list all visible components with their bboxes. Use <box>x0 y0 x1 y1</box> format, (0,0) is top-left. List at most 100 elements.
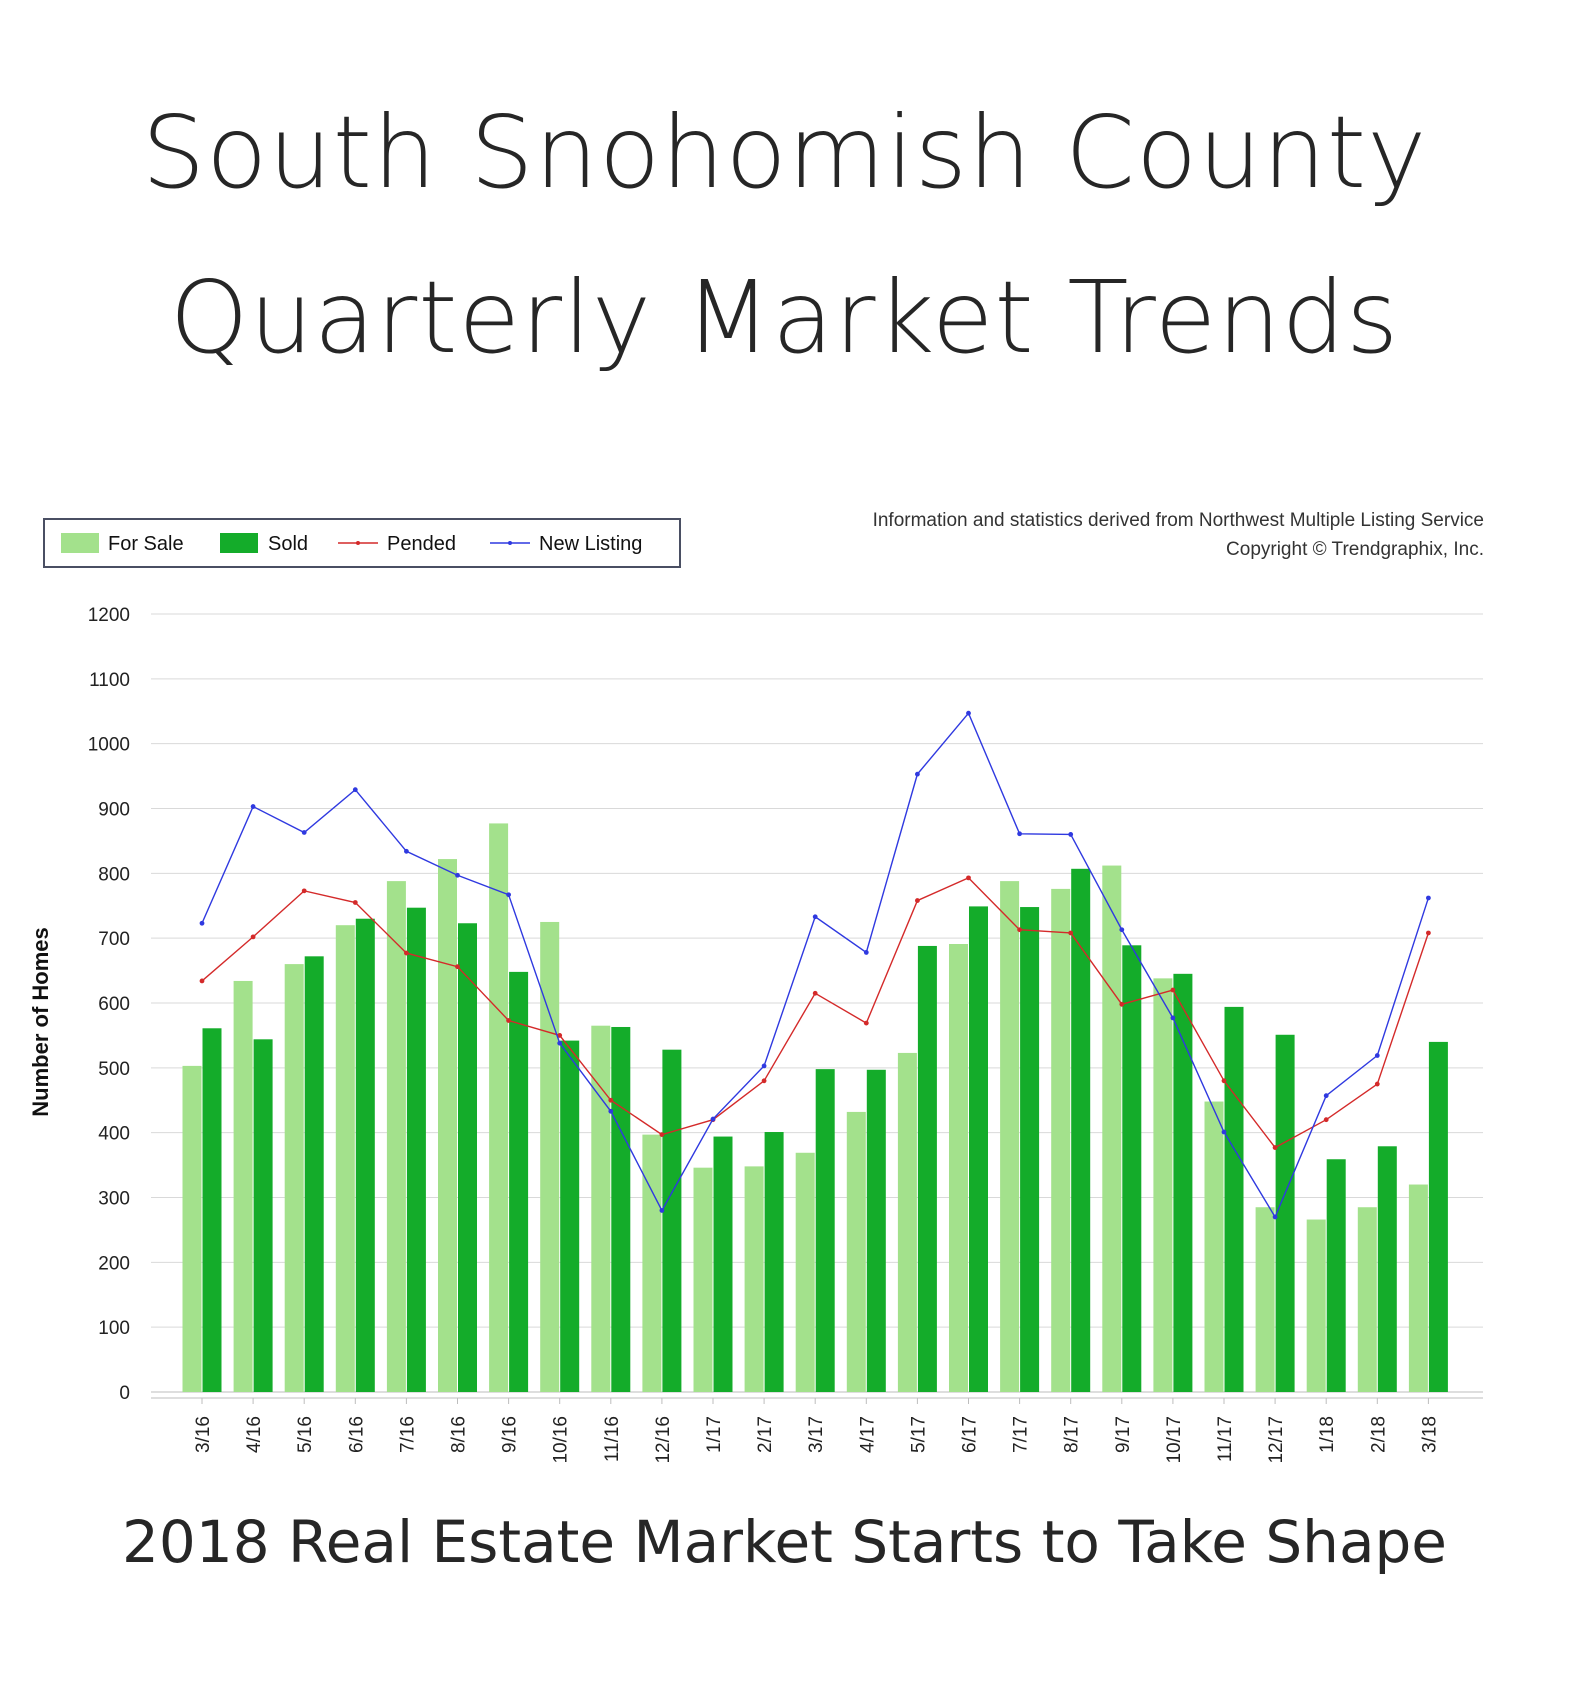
point-pended <box>1426 930 1431 936</box>
bar-for-sale <box>1357 1207 1377 1392</box>
point-new-listing <box>1426 895 1431 901</box>
x-tick-label: 5/16 <box>295 1416 316 1453</box>
point-new-listing <box>1017 831 1022 837</box>
legend-label-new-listing: New Listing <box>539 533 642 555</box>
copyright-note: Copyright © Trendgraphix, Inc. <box>1226 539 1484 560</box>
x-tick-label: 8/16 <box>449 1416 470 1453</box>
bar-for-sale <box>1000 881 1020 1392</box>
y-tick-label: 400 <box>98 1124 130 1145</box>
point-pended <box>915 898 920 903</box>
x-tick-label: 9/17 <box>1113 1416 1134 1453</box>
point-new-listing <box>812 914 818 920</box>
bar-sold <box>1122 945 1142 1392</box>
bar-sold <box>406 907 426 1392</box>
source-note: Information and statistics derived from … <box>872 510 1484 531</box>
bar-for-sale <box>1204 1101 1224 1392</box>
y-tick-label: 800 <box>98 864 130 885</box>
x-tick-label: 11/17 <box>1215 1416 1236 1462</box>
x-tick-label: 2/17 <box>755 1416 776 1453</box>
point-pended <box>1170 987 1176 993</box>
bar-for-sale <box>1408 1184 1428 1392</box>
page-title-line-2: Quarterly Market Trends <box>169 259 1400 376</box>
bar-for-sale <box>846 1111 866 1392</box>
bar-for-sale <box>1051 888 1071 1392</box>
x-tick-label: 2/18 <box>1368 1416 1389 1453</box>
point-new-listing <box>966 710 971 716</box>
point-new-listing <box>557 1040 563 1046</box>
y-tick-label: 0 <box>119 1383 130 1404</box>
x-tick-label: 9/16 <box>500 1416 521 1453</box>
bar-for-sale <box>284 964 304 1392</box>
page-title-line-1: South Snohomish County <box>141 94 1428 211</box>
bar-for-sale <box>1102 865 1122 1392</box>
bar-for-sale <box>642 1134 662 1392</box>
x-tick-label: 3/18 <box>1419 1416 1440 1453</box>
bar-sold <box>1326 1159 1346 1392</box>
point-pended <box>812 990 818 996</box>
bar-for-sale <box>540 921 560 1392</box>
point-pended <box>1017 927 1022 933</box>
point-new-listing <box>1221 1129 1227 1135</box>
bar-sold <box>253 1039 273 1392</box>
legend-label-pended: Pended <box>387 533 456 555</box>
bar-for-sale <box>795 1152 815 1392</box>
point-pended <box>1323 1117 1329 1123</box>
point-new-listing <box>250 804 256 809</box>
point-new-listing <box>1170 1015 1176 1021</box>
x-tick-label: 6/16 <box>346 1416 367 1453</box>
point-new-listing <box>608 1108 614 1114</box>
y-tick-label: 100 <box>98 1318 130 1339</box>
point-pended <box>761 1078 767 1084</box>
y-tick-label: 200 <box>98 1253 130 1274</box>
bar-sold <box>969 906 988 1392</box>
point-pended <box>557 1033 563 1038</box>
y-tick-label: 700 <box>98 929 130 950</box>
bar-sold <box>202 1028 222 1392</box>
legend-label-sold: Sold <box>268 533 308 555</box>
point-new-listing <box>1119 927 1125 933</box>
x-tick-label: 10/17 <box>1164 1416 1185 1464</box>
point-new-listing <box>710 1116 716 1122</box>
bar-sold <box>1377 1146 1397 1392</box>
bar-for-sale <box>897 1052 917 1392</box>
bar-for-sale <box>438 859 457 1392</box>
point-new-listing <box>1374 1053 1380 1058</box>
point-new-listing <box>1323 1093 1329 1099</box>
y-tick-label: 1100 <box>89 670 130 691</box>
point-new-listing <box>659 1208 665 1213</box>
point-pended <box>199 978 205 984</box>
bar-sold <box>1275 1034 1295 1392</box>
point-new-listing <box>761 1063 767 1069</box>
point-pended <box>250 934 256 940</box>
x-tick-label: 12/16 <box>653 1416 674 1464</box>
bar-for-sale <box>386 881 406 1392</box>
x-tick-label: 1/18 <box>1317 1416 1338 1453</box>
y-tick-label: 1200 <box>88 605 130 626</box>
bar-sold <box>560 1040 580 1392</box>
bar-for-sale <box>693 1167 713 1392</box>
bar-sold <box>509 971 529 1392</box>
bar-for-sale <box>949 944 968 1392</box>
bar-sold <box>1428 1041 1448 1392</box>
bar-sold <box>458 923 477 1392</box>
y-tick-label: 500 <box>98 1059 130 1080</box>
legend-swatch-sold <box>220 533 258 553</box>
point-pended <box>1068 930 1074 936</box>
point-new-listing <box>301 830 307 835</box>
x-tick-label: 4/17 <box>857 1416 878 1453</box>
y-axis-ticks: 0 100 200 300 400 500 600 700 800 900 1000 1100 1200 <box>88 605 130 1404</box>
bar-sold <box>1224 1006 1244 1392</box>
bar-sold <box>764 1132 784 1392</box>
point-pended <box>966 875 971 881</box>
y-tick-label: 300 <box>98 1189 130 1210</box>
bar-sold <box>815 1069 835 1392</box>
bar-sold <box>866 1069 886 1392</box>
bar-for-sale <box>1255 1207 1275 1392</box>
x-tick-label: 3/16 <box>193 1416 214 1453</box>
point-new-listing <box>506 892 511 898</box>
bar-for-sale <box>591 1025 611 1392</box>
bar-for-sale <box>335 925 355 1392</box>
point-new-listing <box>352 787 358 793</box>
point-new-listing <box>455 872 460 878</box>
legend-marker-pended <box>356 541 360 545</box>
